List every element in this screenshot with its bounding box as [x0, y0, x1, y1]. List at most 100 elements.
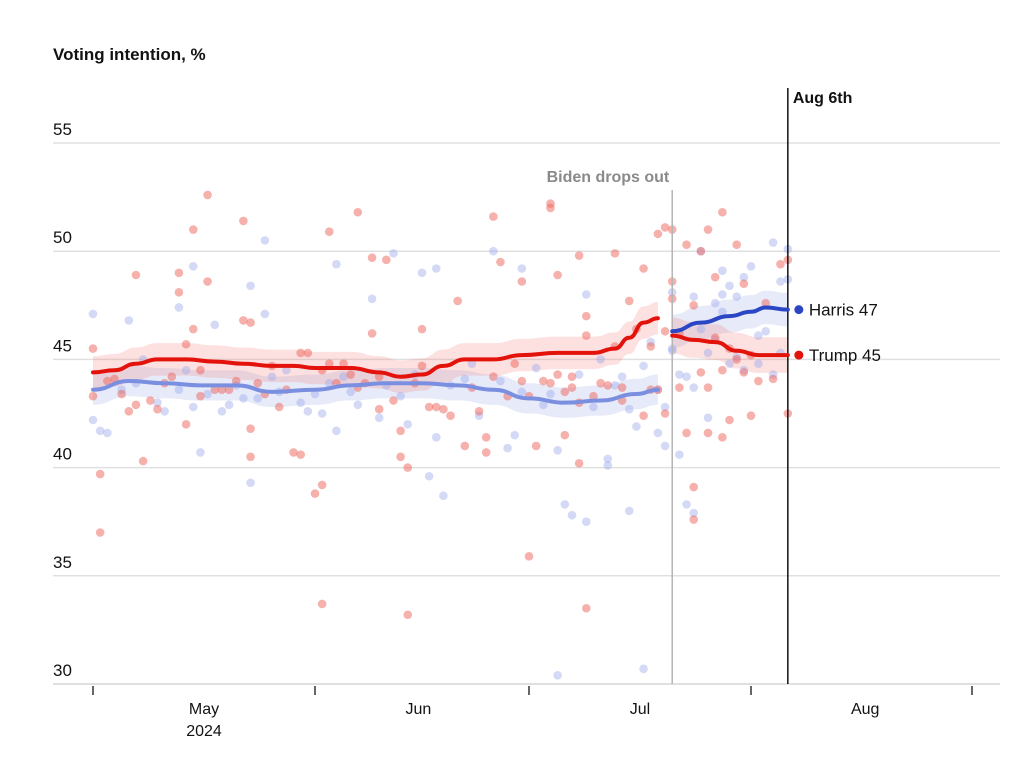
harris-poll-dot — [696, 324, 706, 334]
harris-poll-dot — [439, 491, 448, 501]
trump-confidence-band — [93, 302, 658, 393]
trump-poll-dot — [239, 216, 248, 226]
trump-poll-dot — [718, 433, 727, 442]
trump-poll-dot — [217, 385, 227, 394]
trump-poll-dot — [239, 316, 248, 325]
trump-poll-dot — [553, 370, 562, 379]
trump-poll-dot — [403, 463, 413, 472]
trump-poll-dot — [610, 249, 620, 258]
harris-poll-dot — [260, 309, 270, 319]
harris-poll-dot — [417, 268, 427, 278]
harris-poll-dot — [761, 326, 771, 336]
trump-poll-dot — [310, 489, 320, 498]
trump-poll-dot — [589, 391, 598, 401]
trump-poll-dot — [560, 430, 570, 440]
harris-poll-dot — [546, 389, 555, 399]
harris-poll-dot — [589, 402, 598, 412]
trump-poll-dot — [231, 376, 241, 386]
harris-poll-dot — [553, 445, 562, 455]
harris-poll-dot — [531, 363, 541, 373]
trump-poll-dot — [710, 272, 720, 282]
trump-poll-dot — [703, 383, 713, 392]
harris-poll-dot — [517, 264, 527, 273]
harris-poll-dot — [660, 441, 670, 451]
harris-poll-dot — [503, 443, 512, 453]
y-axis-labels: 30 35 40 45 50 55 — [53, 120, 72, 680]
harris-poll-dot — [310, 389, 320, 399]
current-date-label: Aug 6th — [793, 90, 853, 107]
harris-poll-dot — [153, 398, 162, 407]
harris-poll-dot — [703, 348, 713, 358]
x-axis: May 2024 Jun Jul Aug — [92, 686, 973, 740]
trump-poll-dot — [660, 326, 670, 336]
trump-poll-dot — [574, 458, 584, 468]
harris-poll-dot — [624, 404, 634, 414]
harris-poll-dot — [396, 391, 405, 401]
y-tick-label: 55 — [53, 120, 72, 139]
harris-legend-dot — [794, 305, 804, 315]
harris-poll-dot — [567, 510, 577, 520]
trump-poll-dot — [181, 420, 191, 429]
trump-poll-dot — [546, 378, 555, 388]
trump-poll-dot — [253, 378, 263, 388]
harris-poll-dot — [776, 277, 785, 286]
harris-poll-dot — [246, 281, 255, 291]
trump-poll-dot — [203, 190, 212, 200]
harris-poll-dot — [489, 246, 498, 256]
harris-poll-dot — [303, 407, 313, 416]
trump-poll-dot — [739, 279, 749, 288]
harris-poll-dot — [95, 426, 105, 436]
y-tick-label: 50 — [53, 228, 72, 247]
trump-poll-dot — [203, 277, 212, 286]
trump-poll-dot — [581, 603, 591, 613]
trump-poll-dot — [675, 383, 684, 392]
trump-poll-dot — [761, 298, 771, 308]
harris-poll-dot — [754, 359, 763, 369]
harris-poll-dot — [174, 303, 184, 312]
harris-poll-dot — [124, 316, 134, 325]
trump-poll-dot — [124, 407, 134, 416]
trump-poll-dot — [517, 277, 527, 286]
trump-poll-dot — [682, 428, 691, 438]
trump-poll-dot — [138, 456, 148, 466]
trump-poll-dot — [581, 311, 591, 321]
harris-poll-dot — [682, 372, 691, 382]
harris-poll-dot — [746, 262, 756, 271]
harris-poll-dot — [624, 506, 634, 516]
harris-poll-dot — [675, 450, 684, 459]
harris-poll-dot — [339, 372, 348, 382]
harris-poll-dot — [460, 374, 470, 384]
trump-poll-dot — [460, 441, 470, 451]
harris-poll-dot — [596, 355, 605, 364]
y-tick-label: 45 — [53, 336, 72, 355]
trump-poll-dot — [510, 359, 520, 369]
harris-poll-dot — [403, 420, 413, 429]
trump-poll-dot — [382, 255, 391, 265]
harris-poll-dot — [689, 383, 699, 392]
harris-poll-dot — [253, 394, 263, 403]
harris-poll-dot — [332, 259, 341, 269]
trump-poll-dot — [196, 391, 205, 401]
harris-poll-dot — [675, 370, 684, 379]
trump-poll-dot — [88, 344, 98, 353]
trump-poll-dot — [567, 383, 577, 392]
harris-poll-dot — [296, 398, 305, 407]
harris-poll-dot — [739, 272, 749, 282]
harris-poll-dot — [603, 461, 613, 470]
harris-poll-dot — [610, 381, 620, 390]
harris-trend-pre-line — [91, 379, 660, 405]
trump-poll-dot — [439, 404, 448, 414]
trump-poll-dot — [567, 372, 577, 382]
trump-trend-pre-line — [91, 316, 660, 379]
harris-end-label: Harris 47 — [809, 301, 878, 320]
trump-poll-dot — [718, 365, 727, 375]
trump-poll-dot — [696, 368, 706, 377]
trump-poll-dot — [776, 259, 785, 269]
harris-confidence-band — [672, 290, 788, 348]
trump-legend-dot — [794, 350, 804, 360]
harris-poll-dot — [332, 426, 341, 436]
trump-poll-dot — [710, 333, 720, 343]
harris-poll-dot — [353, 400, 363, 410]
trump-poll-dot — [703, 225, 713, 234]
harris-poll-dot — [260, 236, 270, 245]
